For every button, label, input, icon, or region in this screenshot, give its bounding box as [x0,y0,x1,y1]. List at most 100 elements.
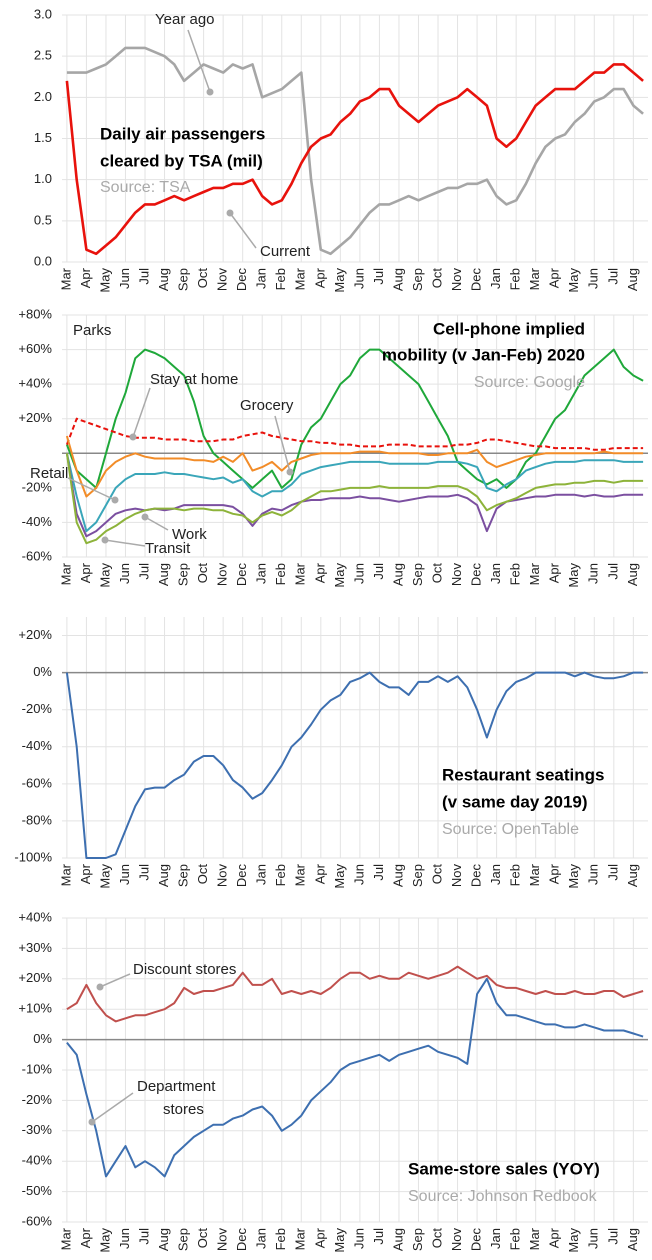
x-tick-label: Jul [371,864,386,881]
x-tick-label: Aug [625,563,640,586]
x-tick-label: Dec [469,1228,484,1252]
x-tick-label: Nov [449,1228,464,1252]
x-tick-label: Apr [547,267,562,288]
x-tick-label: Nov [215,563,230,587]
leader-line [187,29,211,93]
x-tick-label: Jul [605,268,620,285]
x-tick-label: Apr [312,1227,327,1248]
x-tick-label: Apr [78,1227,93,1248]
x-tick-label: Dec [234,268,249,292]
y-tick-label: +10% [18,1001,52,1016]
leader-line [91,1092,134,1123]
series-line [66,46,644,256]
x-tick-label: Aug [390,563,405,586]
x-tick-label: Sep [410,1228,425,1251]
x-tick-label: Aug [390,864,405,887]
x-tick-label: Aug [390,268,405,291]
chart-title: Cell-phone implied [433,319,585,338]
chart-panel: Mar Apr May Jun Jul Aug Sep Oct Nov Dec Jan Feb Mar A… [18,909,648,1253]
x-tick-label: Nov [449,563,464,587]
x-tick-label: Apr [312,562,327,583]
x-tick-label: Nov [215,268,230,292]
x-tick-label: Jul [371,563,386,580]
series-label: Work [172,526,207,543]
x-tick-label: Jul [136,563,151,580]
y-tick-label: +40% [18,376,52,391]
x-tick-label: Aug [156,864,171,887]
y-tick-label: +20% [18,970,52,985]
y-tick-label: -20% [22,1092,53,1107]
y-tick-label: -20% [22,701,53,716]
x-tick-label: Jul [371,1228,386,1245]
x-tick-label: Aug [156,1228,171,1251]
x-tick-label: Jul [605,1228,620,1245]
leader-line [67,477,116,501]
series-line [65,453,644,533]
x-tick-label: Nov [215,864,230,888]
chart-title: Restaurant seatings [442,765,605,784]
x-tick-label: Aug [156,563,171,586]
x-tick-label: May [566,563,581,588]
chart-title: mobility (v Jan-Feb) 2020 [382,345,585,364]
leader-dot [111,496,119,504]
chart-title: (v same day 2019) [442,792,588,811]
x-tick-label: Jan [254,563,269,584]
y-tick-label: 2.0 [34,89,52,104]
x-tick-label: Mar [293,863,308,886]
x-tick-label: Mar [293,562,308,585]
leader-dot [101,536,109,544]
x-tick-label: Feb [273,268,288,290]
x-tick-label: Sep [176,268,191,291]
x-tick-label: Apr [78,562,93,583]
series-line [65,417,644,451]
x-tick-label: May [332,1228,347,1253]
x-tick-label: Jun [117,268,132,289]
series-label: Year ago [155,11,215,28]
y-tick-label: 2.5 [34,48,52,63]
series-label: Grocery [240,397,294,414]
x-tick-label: Apr [547,1227,562,1248]
x-tick-label: Mar [527,863,542,886]
annotation: stores [163,1101,204,1118]
chart-panel: Mar Apr May Jun Jul Aug Sep Oct Nov Dec Jan Feb Mar A… [18,306,648,588]
leader-dot [96,983,104,991]
y-tick-label: 1.5 [34,130,52,145]
x-tick-label: Jun [117,1228,132,1249]
x-tick-label: Sep [410,864,425,887]
x-tick-label: Mar [527,562,542,585]
series-line [65,453,644,538]
chart-panel: Mar Apr May Jun Jul Aug Sep Oct Nov Dec Jan Feb Mar A… [14,617,648,889]
chart-source: Source: Johnson Redbook [408,1188,598,1205]
x-tick-label: May [97,563,112,588]
series-line [66,965,644,1023]
x-tick-label: Jan [488,1228,503,1249]
y-tick-label: -40% [22,738,53,753]
x-tick-label: Feb [508,1228,523,1250]
x-tick-label: Mar [527,1227,542,1250]
x-tick-label: May [97,1228,112,1253]
x-tick-label: Jan [254,268,269,289]
x-tick-label: Jun [586,864,601,885]
y-tick-label: 0% [33,1031,52,1046]
x-tick-label: Jun [117,563,132,584]
leader-dot [286,468,294,476]
x-tick-label: Jun [351,1228,366,1249]
y-tick-label: 3.0 [34,6,52,21]
y-tick-label: -40% [22,514,53,529]
series-line [65,453,644,545]
leader-dot [141,513,149,521]
y-tick-label: 0.5 [34,212,52,227]
y-tick-label: +20% [18,627,52,642]
x-tick-label: Jun [586,563,601,584]
annotation: Discount stores [133,961,236,978]
x-tick-label: Aug [625,268,640,291]
x-tick-label: Feb [273,864,288,886]
x-tick-label: Oct [195,563,210,584]
x-tick-label: Sep [176,563,191,586]
x-tick-label: Mar [58,562,73,585]
x-tick-label: Jan [254,1228,269,1249]
x-tick-label: Dec [234,1228,249,1252]
x-tick-label: Oct [195,1228,210,1249]
y-tick-label: -50% [22,1183,53,1198]
